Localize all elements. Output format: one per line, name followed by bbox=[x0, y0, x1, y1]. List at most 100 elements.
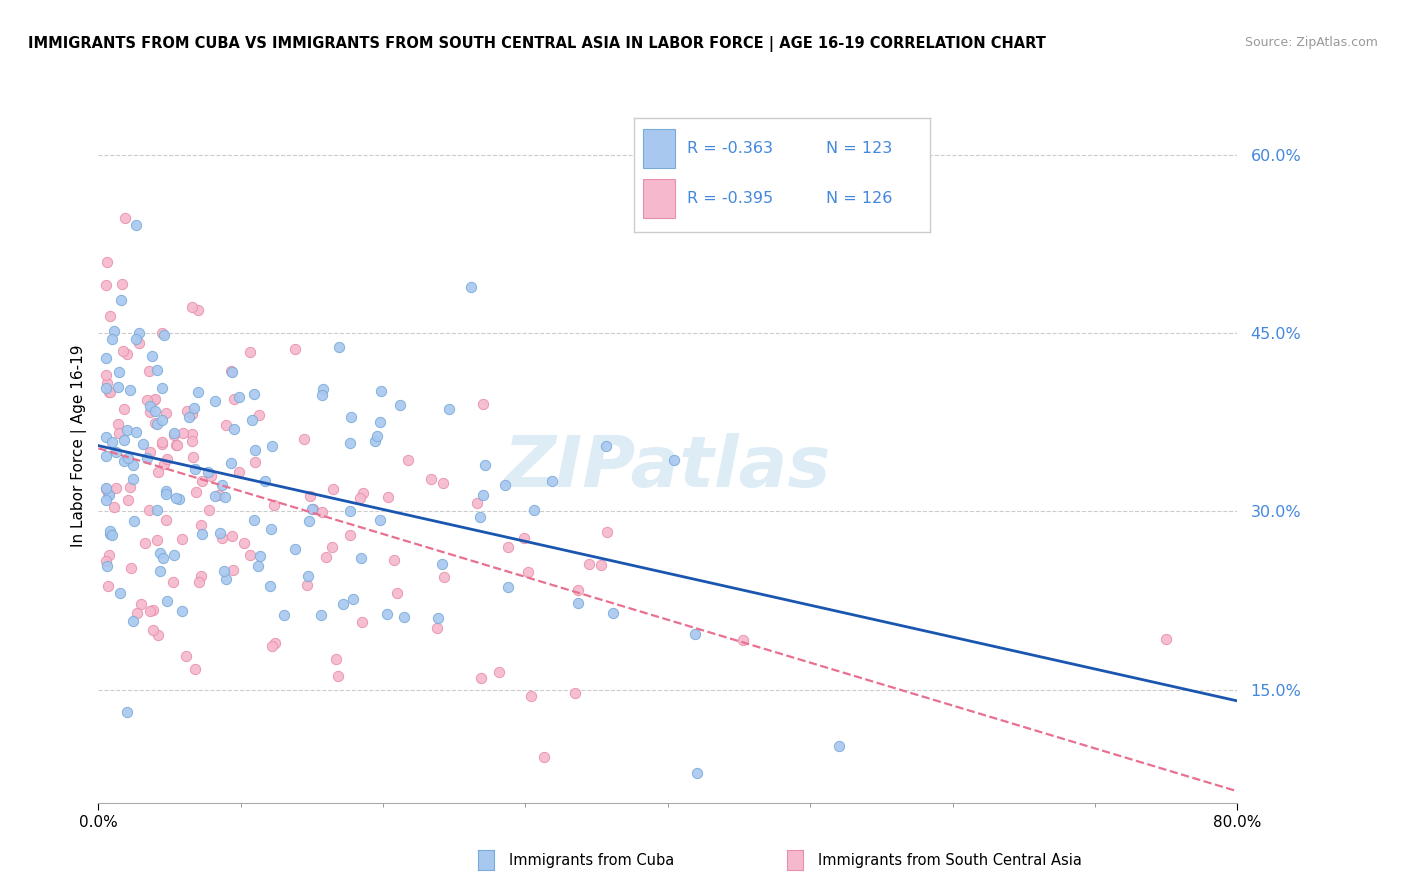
Point bbox=[139, 604, 162, 618]
Point bbox=[312, 382, 335, 396]
Text: N = 123: N = 123 bbox=[827, 141, 893, 156]
Point bbox=[828, 739, 851, 754]
Point bbox=[142, 624, 165, 638]
Point bbox=[311, 607, 333, 622]
Point bbox=[370, 415, 392, 429]
Point bbox=[339, 504, 361, 518]
Point bbox=[388, 398, 411, 412]
Bar bbox=[643, 129, 675, 168]
Point bbox=[523, 502, 546, 516]
Point bbox=[117, 450, 139, 465]
Point bbox=[94, 554, 117, 568]
Point bbox=[596, 525, 619, 540]
Point bbox=[239, 548, 262, 562]
Point bbox=[98, 384, 121, 399]
Point bbox=[392, 610, 415, 624]
Point bbox=[191, 527, 214, 541]
Point bbox=[311, 387, 333, 401]
Point bbox=[664, 453, 686, 467]
Point bbox=[146, 503, 169, 517]
Point bbox=[190, 569, 212, 583]
Point bbox=[198, 502, 221, 516]
Point bbox=[94, 351, 117, 366]
Point bbox=[433, 570, 456, 584]
Point bbox=[247, 408, 270, 422]
Point bbox=[122, 514, 145, 528]
Point bbox=[186, 384, 208, 399]
Point bbox=[117, 706, 139, 720]
Point bbox=[143, 392, 166, 407]
Point bbox=[340, 409, 363, 424]
Point bbox=[170, 532, 193, 546]
Point bbox=[513, 531, 536, 545]
Point bbox=[349, 491, 371, 506]
Point bbox=[145, 533, 167, 547]
Point bbox=[321, 540, 343, 554]
Point bbox=[247, 559, 270, 574]
Point bbox=[339, 435, 361, 450]
Point bbox=[222, 422, 245, 436]
Point bbox=[150, 437, 173, 451]
Point bbox=[377, 490, 399, 504]
Point bbox=[98, 309, 121, 323]
Point bbox=[143, 416, 166, 430]
Point bbox=[183, 450, 205, 464]
Point bbox=[136, 392, 159, 407]
Point bbox=[420, 472, 443, 486]
Point bbox=[578, 557, 600, 571]
Point bbox=[1154, 632, 1177, 647]
Point bbox=[342, 592, 364, 607]
Point bbox=[105, 481, 128, 495]
Point bbox=[125, 218, 148, 232]
Point bbox=[100, 332, 122, 346]
Point bbox=[273, 607, 295, 622]
Point bbox=[149, 546, 172, 560]
Point bbox=[146, 362, 169, 376]
Point bbox=[134, 536, 156, 550]
Point bbox=[150, 413, 173, 427]
Point bbox=[245, 443, 267, 458]
Point bbox=[110, 293, 132, 307]
Point bbox=[162, 575, 184, 590]
Point bbox=[142, 392, 165, 407]
Point bbox=[97, 384, 120, 399]
Point bbox=[148, 465, 170, 479]
Point bbox=[94, 381, 117, 395]
Point bbox=[432, 475, 454, 490]
Point bbox=[298, 489, 321, 503]
Point bbox=[564, 685, 586, 699]
Point bbox=[437, 401, 460, 416]
Point bbox=[221, 366, 243, 380]
Point bbox=[184, 461, 207, 475]
Point bbox=[163, 427, 186, 442]
Point bbox=[155, 483, 177, 498]
Point bbox=[232, 535, 254, 549]
Point bbox=[474, 458, 496, 473]
Point bbox=[460, 279, 482, 293]
Point bbox=[204, 393, 226, 408]
Point bbox=[297, 569, 319, 583]
Point bbox=[498, 581, 520, 595]
Point bbox=[332, 597, 354, 611]
Point bbox=[733, 632, 755, 647]
Point bbox=[97, 548, 120, 562]
Point bbox=[184, 484, 207, 499]
Point bbox=[165, 438, 187, 452]
Text: N = 126: N = 126 bbox=[827, 191, 893, 206]
Point bbox=[211, 531, 233, 545]
Point bbox=[184, 662, 207, 676]
Point bbox=[517, 565, 540, 579]
Point bbox=[117, 492, 139, 507]
Point bbox=[368, 513, 391, 527]
Point bbox=[472, 397, 495, 411]
Point bbox=[153, 457, 176, 471]
Point bbox=[245, 455, 267, 469]
Point bbox=[326, 668, 349, 682]
Point bbox=[128, 326, 150, 340]
Point bbox=[222, 562, 245, 576]
Point bbox=[97, 488, 120, 502]
Point bbox=[204, 489, 226, 503]
Point bbox=[197, 466, 219, 480]
Point bbox=[350, 550, 373, 565]
Point bbox=[98, 524, 121, 538]
